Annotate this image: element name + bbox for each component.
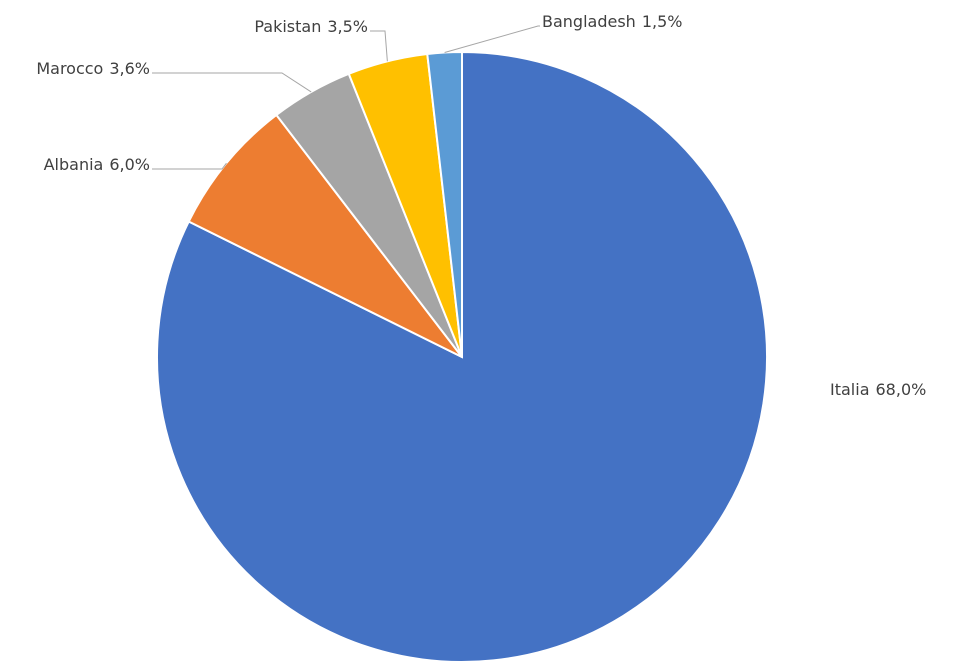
label-value: 68,0% [876,380,927,399]
label-category: Pakistan [254,17,321,36]
label-category: Italia [830,380,870,399]
data-label: Albania 6,0% [44,155,150,174]
leader-line [152,162,227,170]
label-value: 3,5% [327,17,368,36]
label-value: 3,6% [109,59,150,78]
leader-line [444,25,540,53]
label-category: Marocco [36,59,103,78]
label-category: Bangladesh [542,12,636,31]
leader-line [370,30,388,62]
data-label: Pakistan 3,5% [254,17,368,36]
data-label: Marocco 3,6% [36,59,150,78]
data-label: Italia 68,0% [830,380,926,399]
label-category: Albania [44,155,104,174]
leader-line [152,72,312,93]
label-value: 1,5% [642,12,683,31]
label-value: 6,0% [109,155,150,174]
data-label: Bangladesh 1,5% [542,12,682,31]
